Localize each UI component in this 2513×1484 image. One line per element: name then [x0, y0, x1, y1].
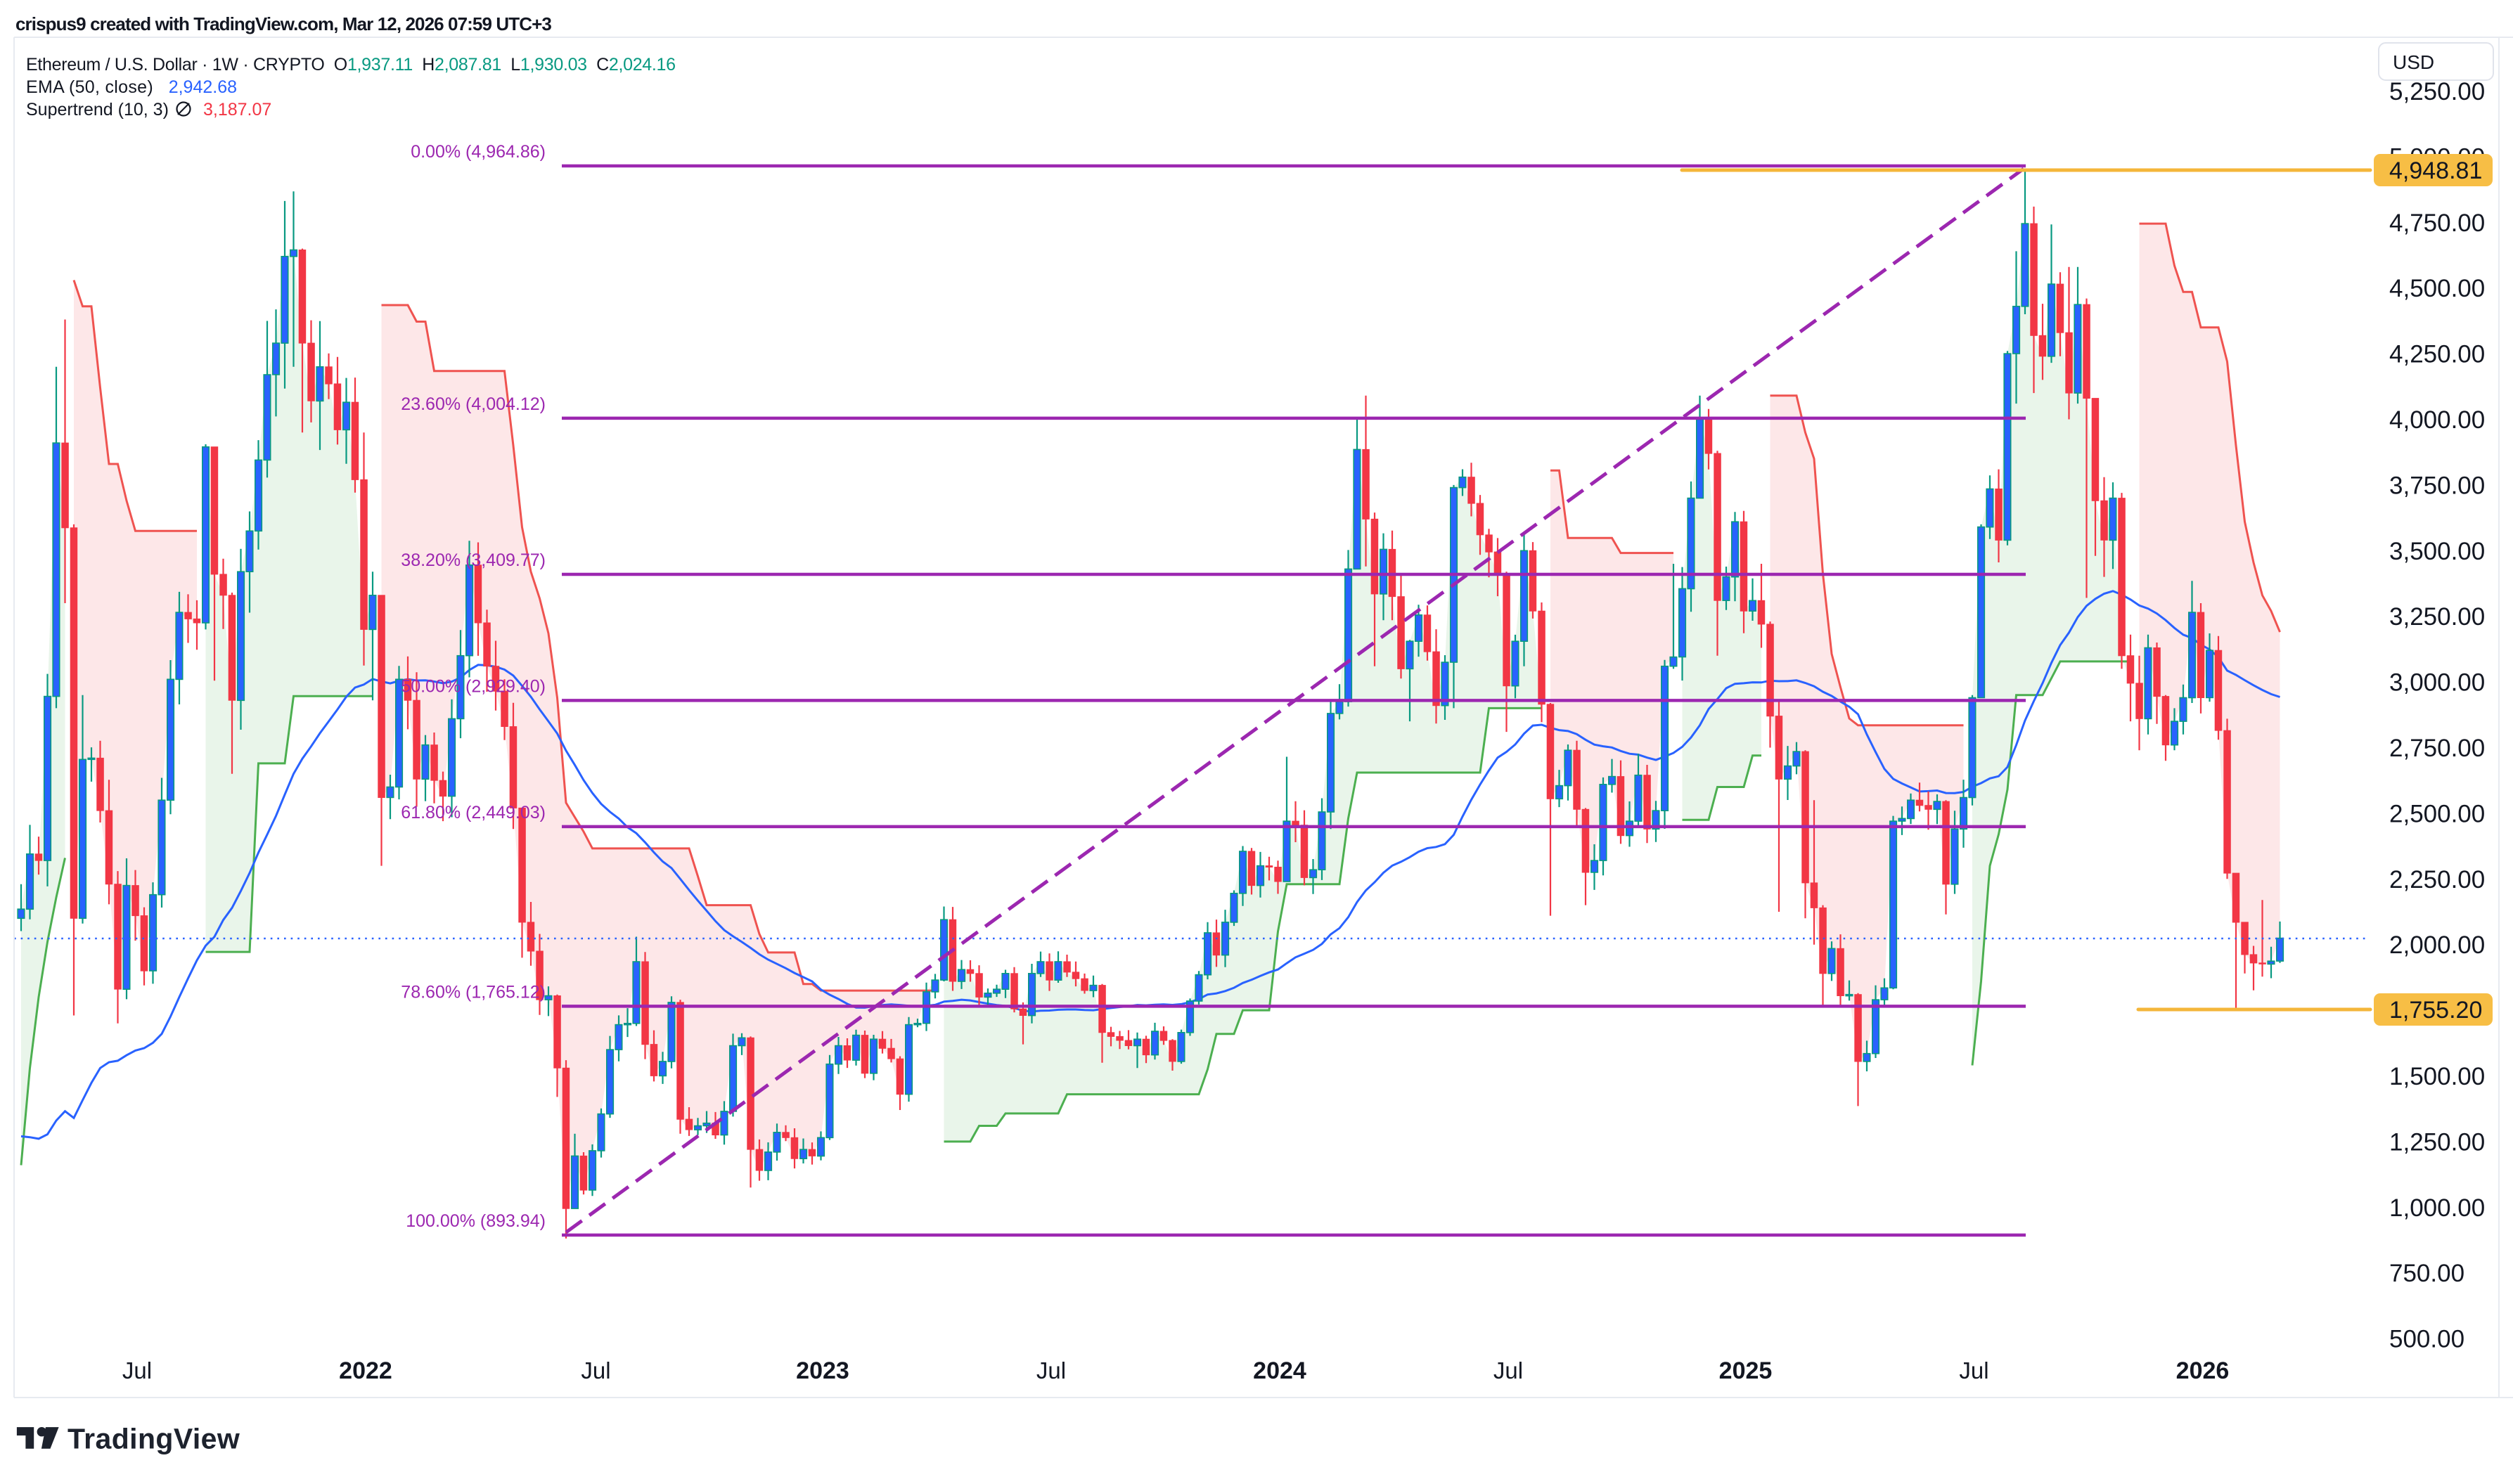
svg-text:Jul: Jul [1493, 1357, 1523, 1383]
svg-text:2,000.00: 2,000.00 [2389, 931, 2485, 959]
svg-text:3,250.00: 3,250.00 [2389, 603, 2485, 631]
svg-text:3,500.00: 3,500.00 [2389, 538, 2485, 565]
svg-text:4,500.00: 4,500.00 [2389, 275, 2485, 302]
svg-text:2,500.00: 2,500.00 [2389, 800, 2485, 827]
svg-text:2,750.00: 2,750.00 [2389, 735, 2485, 762]
svg-text:crispus9 created with TradingV: crispus9 created with TradingView.com, M… [15, 13, 551, 34]
svg-text:2026: 2026 [2176, 1357, 2230, 1384]
svg-text:EMA (50, close) 2,942.68: EMA (50, close) 2,942.68 [26, 77, 237, 97]
svg-text:78.60% (1,765.12): 78.60% (1,765.12) [401, 982, 546, 1002]
svg-text:3,187.07: 3,187.07 [203, 100, 271, 120]
svg-text:3,750.00: 3,750.00 [2389, 472, 2485, 499]
svg-text:2025: 2025 [1719, 1357, 1773, 1384]
svg-text:TradingView: TradingView [68, 1423, 240, 1455]
svg-text:Jul: Jul [122, 1357, 152, 1383]
svg-text:5,250.00: 5,250.00 [2389, 78, 2485, 105]
svg-text:2024: 2024 [1253, 1357, 1306, 1384]
svg-text:4,750.00: 4,750.00 [2389, 209, 2485, 237]
svg-text:Jul: Jul [1036, 1357, 1066, 1383]
svg-text:USD: USD [2393, 51, 2434, 73]
svg-text:2022: 2022 [339, 1357, 392, 1384]
svg-text:Supertrend (10, 3): Supertrend (10, 3) [26, 100, 169, 120]
svg-text:Jul: Jul [581, 1357, 610, 1383]
svg-text:0.00% (4,964.86): 0.00% (4,964.86) [411, 142, 546, 162]
svg-text:3,000.00: 3,000.00 [2389, 669, 2485, 697]
svg-text:Ethereum / U.S. Dollar · 1W ·: Ethereum / U.S. Dollar · 1W · CRYPTO O1,… [26, 55, 676, 75]
svg-text:4,000.00: 4,000.00 [2389, 406, 2485, 434]
svg-text:750.00: 750.00 [2389, 1260, 2464, 1287]
svg-text:23.60% (4,004.12): 23.60% (4,004.12) [401, 394, 546, 414]
svg-text:100.00% (893.94): 100.00% (893.94) [406, 1211, 546, 1231]
svg-text:4,948.81: 4,948.81 [2389, 157, 2482, 184]
svg-text:2,250.00: 2,250.00 [2389, 866, 2485, 893]
svg-text:1,000.00: 1,000.00 [2389, 1194, 2485, 1222]
svg-text:1,500.00: 1,500.00 [2389, 1063, 2485, 1090]
svg-text:50.00% (2,929.40): 50.00% (2,929.40) [401, 676, 546, 696]
svg-text:61.80% (2,449.03): 61.80% (2,449.03) [401, 803, 546, 822]
svg-text:1,250.00: 1,250.00 [2389, 1128, 2485, 1156]
svg-text:4,250.00: 4,250.00 [2389, 341, 2485, 368]
svg-text:Jul: Jul [1959, 1357, 1988, 1383]
svg-text:38.20% (3,409.77): 38.20% (3,409.77) [401, 550, 546, 570]
svg-text:500.00: 500.00 [2389, 1326, 2464, 1353]
svg-text:2023: 2023 [796, 1357, 849, 1384]
svg-text:1,755.20: 1,755.20 [2389, 997, 2482, 1024]
